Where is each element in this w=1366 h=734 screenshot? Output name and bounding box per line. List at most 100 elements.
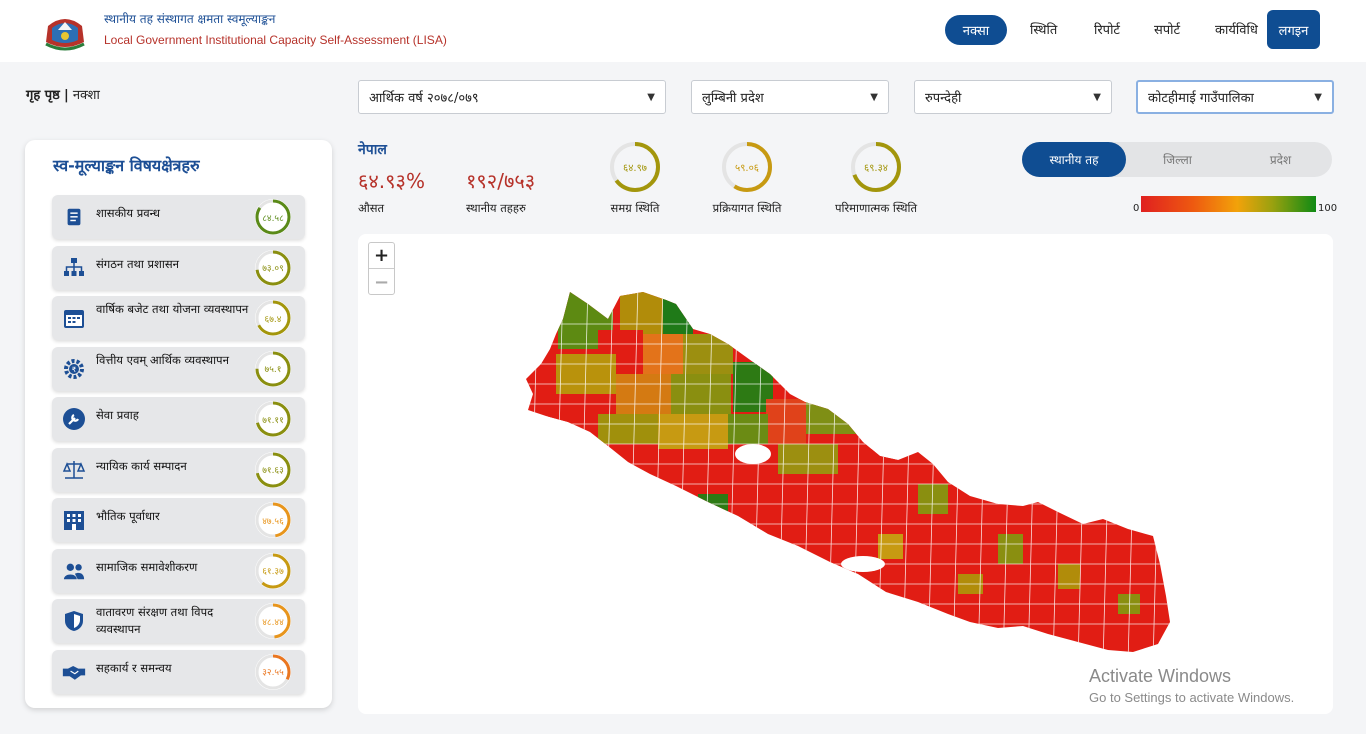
legend-min: 0 bbox=[1133, 203, 1140, 214]
area-score-value: ६१.३७ bbox=[262, 567, 284, 577]
assessment-area-item[interactable]: शासकीय प्रवन्ध ८४.५८ bbox=[52, 195, 305, 239]
nav-procedure[interactable]: कार्यविधि bbox=[1215, 23, 1258, 38]
area-score-value: ४८.४४ bbox=[262, 617, 284, 628]
area-score-value: ७१.११ bbox=[262, 415, 284, 426]
district-select[interactable]: रुपन्देही ▼ bbox=[914, 80, 1112, 114]
building-icon bbox=[62, 508, 86, 532]
nav-procedure-wrap: कार्यविधि bbox=[1207, 10, 1266, 48]
area-score-ring: ३२.५५ bbox=[253, 652, 293, 692]
breadcrumb-current: नक्शा bbox=[72, 88, 100, 103]
province-value: लुम्बिनी प्रदेश bbox=[702, 91, 764, 106]
area-score-value: ७१.६३ bbox=[262, 466, 284, 476]
assessment-area-item[interactable]: भौतिक पूर्वाधार ४७.५६ bbox=[52, 498, 305, 542]
windows-activation-watermark: Activate Windows Go to Settings to activ… bbox=[1089, 666, 1294, 705]
zoom-in-button[interactable]: + bbox=[369, 243, 394, 269]
assessment-area-label: वातावरण संरक्षण तथा विपद व्यवस्थापन bbox=[96, 605, 214, 636]
chevron-down-icon: ▼ bbox=[870, 91, 878, 103]
summary-country-title: नेपाल bbox=[358, 142, 387, 158]
zoom-control: + − bbox=[368, 242, 395, 295]
assessment-area-label: सामाजिक समावेशीकरण bbox=[96, 559, 198, 574]
area-score-value: ६७.४ bbox=[264, 314, 282, 325]
area-score-ring: ६७.४ bbox=[253, 298, 293, 338]
toggle-local-level[interactable]: स्थानीय तह bbox=[1022, 142, 1126, 177]
average-score: ६४.९३% bbox=[358, 169, 425, 193]
municipality-select[interactable]: कोटहीमाई गाउँपालिका ▼ bbox=[1136, 80, 1334, 114]
summary-gauge: ५९.०६ bbox=[720, 140, 774, 194]
assessment-area-label: संगठन तथा प्रशासन bbox=[96, 256, 180, 271]
area-score-ring: ४७.५६ bbox=[253, 500, 293, 540]
legend-max: 100 bbox=[1318, 203, 1338, 214]
toggle-province[interactable]: प्रदेश bbox=[1269, 153, 1292, 167]
area-score-ring: ६१.३७ bbox=[253, 551, 293, 591]
assessment-area-item[interactable]: सेवा प्रवाह ७१.११ bbox=[52, 397, 305, 441]
area-score-value: ३२.५५ bbox=[262, 668, 284, 678]
header: स्थानीय तह संस्थागत क्षमता स्वमूल्याङ्कन… bbox=[0, 0, 1366, 62]
watermark-line2: Go to Settings to activate Windows. bbox=[1089, 690, 1295, 705]
nav-report[interactable]: रिपोर्ट bbox=[1094, 23, 1120, 38]
district-value: रुपन्देही bbox=[925, 91, 962, 106]
nepal-emblem-logo[interactable] bbox=[40, 8, 90, 54]
area-score-value: ७३.०९ bbox=[262, 264, 284, 274]
summary-gauge-value: ५९.०६ bbox=[735, 163, 759, 174]
assessment-area-item[interactable]: वातावरण संरक्षण तथा विपद व्यवस्थापन ४८.४४ bbox=[52, 599, 305, 643]
finance-gear-icon: ₹ bbox=[62, 357, 86, 381]
assessment-area-label: शासकीय प्रवन्ध bbox=[96, 206, 160, 220]
nav-map[interactable]: नक्सा bbox=[945, 15, 1007, 45]
assessment-area-item[interactable]: न्यायिक कार्य सम्पादन ७१.६३ bbox=[52, 447, 305, 492]
assessment-area-item[interactable]: सामाजिक समावेशीकरण ६१.३७ bbox=[52, 548, 305, 593]
nav-status-wrap: स्थिति bbox=[1022, 10, 1065, 48]
assessment-area-label: वित्तीय एवम् आर्थिक व्यवस्थापन bbox=[96, 352, 229, 367]
panel-title: स्व-मूल्याङ्कन विषयक्षेत्रहरु bbox=[53, 156, 200, 175]
zoom-out-button[interactable]: − bbox=[373, 271, 390, 293]
assessment-area-label: सेवा प्रवाह bbox=[96, 408, 139, 422]
assessment-area-label: न्यायिक कार्य सम्पादन bbox=[96, 458, 187, 473]
area-score-ring: ७१.११ bbox=[253, 399, 293, 439]
watermark-line1: Activate Windows bbox=[1089, 666, 1232, 686]
svg-text:₹: ₹ bbox=[72, 366, 77, 374]
calendar-icon bbox=[62, 306, 86, 330]
area-score-ring: ८४.५८ bbox=[253, 197, 293, 237]
assessment-area-label: वार्षिक बजेट तथा योजना व्यवस्थापन bbox=[96, 302, 249, 316]
summary-gauge: ६४.९७ bbox=[608, 140, 662, 194]
nepal-map-svg[interactable] bbox=[358, 234, 1333, 714]
org-chart-icon bbox=[62, 256, 86, 280]
assessment-area-item[interactable]: वार्षिक बजेट तथा योजना व्यवस्थापन ६७.४ bbox=[52, 296, 305, 340]
nav-report-wrap: रिपोर्ट bbox=[1086, 10, 1128, 48]
map-regions bbox=[526, 292, 1170, 652]
area-score-ring: ७१.६३ bbox=[253, 450, 293, 490]
summary-gauge-label: परिमाणात्मक स्थिति bbox=[834, 201, 918, 215]
brand-title-nepali: स्थानीय तह संस्थागत क्षमता स्वमूल्याङ्कन bbox=[104, 12, 276, 26]
summary-gauge-label: समग्र स्थिति bbox=[610, 201, 660, 215]
nav-status[interactable]: स्थिति bbox=[1030, 23, 1058, 38]
summary-gauge-value: ६४.९७ bbox=[623, 163, 647, 174]
nav-support[interactable]: सपोर्ट bbox=[1154, 23, 1181, 38]
login-button[interactable]: लगइन bbox=[1267, 10, 1320, 49]
breadcrumb-separator: | bbox=[63, 88, 69, 103]
nav-support-wrap: सपोर्ट bbox=[1146, 10, 1188, 48]
breadcrumb: गृह पृष्ठ | नक्शा bbox=[26, 85, 100, 103]
average-label: औसत bbox=[358, 201, 385, 215]
area-score-value: ७५.१ bbox=[264, 365, 282, 375]
fiscal-year-select[interactable]: आर्थिक वर्ष २०७८/०७९ ▼ bbox=[358, 80, 666, 114]
toggle-district[interactable]: जिल्ला bbox=[1163, 153, 1192, 167]
area-score-ring: ७३.०९ bbox=[253, 248, 293, 288]
brand-title-english: Local Government Institutional Capacity … bbox=[104, 33, 447, 47]
summary-gauge-value: ६९.३४ bbox=[864, 163, 888, 174]
assessment-area-item[interactable]: ₹ वित्तीय एवम् आर्थिक व्यवस्थापन ७५.१ bbox=[52, 346, 305, 391]
chevron-down-icon: ▼ bbox=[1093, 91, 1101, 103]
scales-icon bbox=[62, 458, 86, 482]
local-level-count-label: स्थानीय तहहरु bbox=[466, 201, 526, 215]
assessment-area-label: भौतिक पूर्वाधार bbox=[96, 509, 160, 523]
area-score-ring: ७५.१ bbox=[253, 349, 293, 389]
area-score-value: ४७.५६ bbox=[262, 516, 284, 527]
province-select[interactable]: लुम्बिनी प्रदेश ▼ bbox=[691, 80, 889, 114]
assessment-area-item[interactable]: सहकार्य र समन्वय ३२.५५ bbox=[52, 649, 305, 694]
handshake-icon bbox=[62, 660, 86, 684]
local-level-count: १९२/७५३ bbox=[466, 169, 536, 193]
color-scale-legend bbox=[1141, 196, 1316, 212]
nepal-choropleth-map[interactable]: + − bbox=[358, 234, 1333, 714]
summary-gauge: ६९.३४ bbox=[849, 140, 903, 194]
level-toggle: स्थानीय तह जिल्ला प्रदेश bbox=[1022, 142, 1332, 177]
assessment-area-item[interactable]: संगठन तथा प्रशासन ७३.०९ bbox=[52, 245, 305, 290]
breadcrumb-home[interactable]: गृह पृष्ठ bbox=[26, 88, 60, 103]
